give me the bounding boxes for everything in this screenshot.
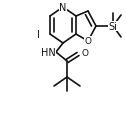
Text: Si: Si xyxy=(109,22,117,32)
Text: I: I xyxy=(37,30,39,40)
Text: N: N xyxy=(59,3,67,13)
Text: HN: HN xyxy=(41,48,56,58)
Text: O: O xyxy=(81,49,88,58)
Text: O: O xyxy=(85,37,91,46)
